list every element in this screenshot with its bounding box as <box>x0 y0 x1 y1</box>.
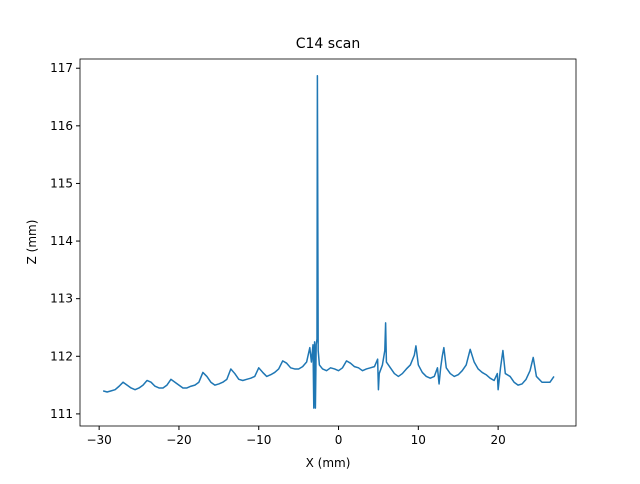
data-line <box>102 74 555 409</box>
chart-title: C14 scan <box>296 36 360 52</box>
y-tick-label: 111 <box>50 407 73 421</box>
x-tick-label: −10 <box>246 433 271 447</box>
x-tick-label: 10 <box>411 433 426 447</box>
y-tick-label: 115 <box>50 176 73 190</box>
x-tick-label: 20 <box>490 433 505 447</box>
y-tick-label: 112 <box>50 349 73 363</box>
plot-frame <box>79 58 577 427</box>
y-tick-label: 117 <box>50 61 73 75</box>
y-tick-label: 116 <box>50 119 73 133</box>
y-tick-label: 114 <box>50 234 73 248</box>
x-tick-label: −30 <box>86 433 111 447</box>
y-axis-label: Z (mm) <box>25 220 39 265</box>
x-tick-label: 0 <box>335 433 343 447</box>
x-tick-label: −20 <box>166 433 191 447</box>
x-axis-label: X (mm) <box>306 456 351 470</box>
y-tick-label: 113 <box>50 292 73 306</box>
